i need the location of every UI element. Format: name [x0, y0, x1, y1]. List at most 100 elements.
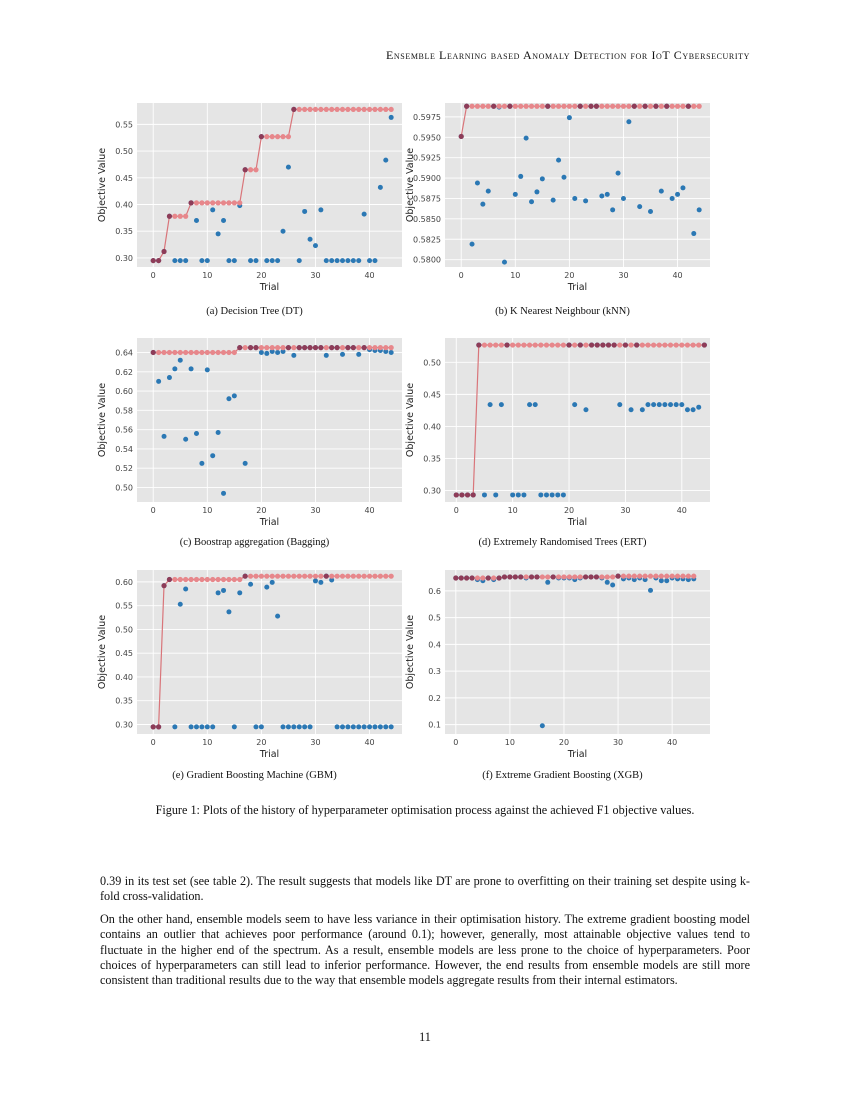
- best-value-point: [150, 724, 156, 730]
- trial-point: [662, 402, 668, 408]
- trial-point: [518, 173, 524, 179]
- best-value-point: [679, 342, 685, 348]
- best-value-point: [459, 492, 465, 498]
- trial-point: [221, 490, 227, 496]
- best-value-point: [372, 345, 378, 351]
- best-value-point: [653, 103, 659, 109]
- best-value-point: [350, 345, 356, 351]
- trial-point: [193, 724, 199, 730]
- x-tick-label: 0: [454, 506, 459, 515]
- trial-point: [550, 197, 556, 203]
- best-value-point: [620, 103, 627, 109]
- best-value-point: [469, 103, 475, 109]
- subcaption-knn: (b) K Nearest Neighbour (kNN): [495, 306, 630, 317]
- best-value-point: [491, 575, 497, 581]
- best-value-point: [674, 573, 681, 579]
- best-value-point: [172, 213, 178, 219]
- best-value-point: [339, 345, 346, 351]
- best-value-point: [220, 349, 227, 356]
- best-value-point: [291, 573, 297, 579]
- y-tick-label: 0.5: [428, 614, 441, 623]
- best-value-point: [647, 573, 654, 579]
- best-value-point: [231, 200, 237, 206]
- trial-point: [388, 114, 394, 120]
- best-value-point: [501, 103, 508, 109]
- y-tick-label: 0.5850: [413, 215, 441, 224]
- trial-point: [215, 430, 221, 436]
- best-value-point: [323, 345, 329, 351]
- x-tick-label: 0: [151, 506, 156, 515]
- trial-point: [690, 407, 696, 413]
- best-value-point: [626, 573, 632, 579]
- y-tick-label: 0.35: [423, 454, 441, 463]
- x-tick-label: 30: [618, 271, 628, 280]
- trial-point: [280, 349, 286, 355]
- plot-area: [137, 570, 402, 734]
- trial-point: [172, 724, 178, 730]
- best-value-point: [518, 103, 524, 109]
- trial-point: [626, 119, 632, 125]
- x-axis-label: Trial: [259, 282, 279, 293]
- best-value-point: [685, 573, 691, 579]
- trial-point: [291, 724, 297, 730]
- best-value-point: [464, 103, 470, 109]
- x-tick-label: 10: [202, 506, 212, 515]
- x-tick-label: 30: [310, 271, 320, 280]
- best-value-point: [599, 574, 605, 580]
- subcaption-bagging: (c) Boostrap aggregation (Bagging): [179, 537, 330, 548]
- best-value-point: [388, 573, 394, 579]
- trial-point: [561, 174, 567, 180]
- best-value-point: [388, 345, 394, 351]
- y-tick-label: 0.55: [115, 602, 133, 611]
- trial-point: [183, 586, 189, 592]
- best-value-point: [383, 106, 389, 113]
- best-value-point: [485, 575, 491, 581]
- best-value-point: [476, 342, 482, 348]
- trial-point: [307, 724, 313, 730]
- best-value-point: [220, 200, 227, 206]
- best-value-point: [651, 342, 657, 348]
- trial-point: [372, 724, 378, 730]
- trial-point: [264, 584, 270, 590]
- trial-point: [532, 402, 538, 408]
- trial-point: [658, 188, 664, 194]
- trial-point: [556, 157, 562, 163]
- best-value-point: [534, 574, 540, 580]
- trial-point: [296, 724, 302, 730]
- trial-point: [648, 587, 654, 593]
- best-value-point: [566, 342, 572, 348]
- best-value-point: [361, 106, 367, 113]
- best-value-point: [285, 134, 292, 140]
- best-value-point: [166, 213, 173, 219]
- chart-gbm: 0 10 20 30 40 0.30 0.35 0.40 0.45 0.50 0.55 0.60 Tri…: [97, 570, 402, 760]
- trial-point: [340, 351, 346, 357]
- trial-point: [340, 258, 346, 264]
- trial-point: [210, 724, 216, 730]
- best-value-point: [199, 576, 205, 583]
- best-value-point: [356, 573, 362, 579]
- best-value-point: [696, 342, 702, 348]
- x-tick-label: 40: [364, 506, 374, 515]
- trial-point: [383, 157, 389, 163]
- best-value-point: [280, 134, 286, 140]
- best-value-point: [323, 573, 329, 579]
- best-value-point: [339, 573, 346, 579]
- best-value-point: [226, 576, 232, 583]
- best-value-point: [600, 342, 606, 348]
- best-value-point: [215, 349, 221, 356]
- plot-area: [137, 103, 402, 267]
- y-tick-label: 0.5900: [413, 174, 441, 183]
- trial-point: [177, 357, 183, 363]
- y-tick-label: 0.5875: [413, 194, 441, 203]
- x-axis-label: Trial: [567, 749, 587, 760]
- trial-point: [280, 228, 286, 234]
- trial-point: [377, 184, 383, 190]
- trial-point: [501, 259, 507, 265]
- x-tick-label: 40: [364, 738, 374, 747]
- plot-area: [445, 338, 710, 502]
- best-value-point: [528, 103, 535, 109]
- trial-point: [572, 402, 578, 408]
- best-value-point: [269, 573, 275, 579]
- best-value-point: [631, 573, 637, 579]
- plot-area: [445, 570, 710, 734]
